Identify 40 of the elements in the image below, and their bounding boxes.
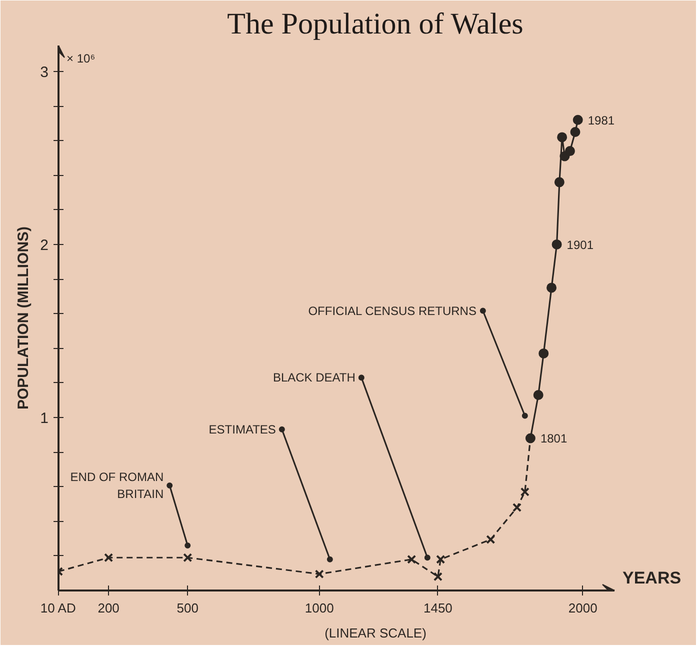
point [564,146,575,156]
y-tick-label: 1 [40,410,48,427]
annotation: OFFICIAL CENSUS RETURNS [308,304,476,318]
x-tick-label: 2000 [568,600,598,616]
point [554,177,564,188]
annotation: END OF ROMAN BRITAIN [70,470,164,501]
annotation: ESTIMATES [208,422,276,436]
point [546,282,557,293]
point [183,553,192,562]
y-axis-title: POPULATION (MILLIONS) [15,226,32,410]
point [538,348,549,358]
x-axis-title: YEARS [622,568,682,588]
chart-title: The Population of Wales [227,8,524,40]
annotation: × 10⁶ [66,52,96,66]
point [407,554,416,564]
point [486,534,496,544]
annotation: 1981 [588,113,615,128]
x-tick-label: 10 AD [40,600,76,616]
text: (LINEAR SCALE) [324,626,426,640]
point [104,553,114,562]
y-tick-label: 2 [40,236,48,254]
point [512,502,522,512]
annotation: BLACK DEATH [272,370,356,385]
point [433,572,442,582]
point [533,390,544,400]
x-tick-label: 200 [98,600,120,616]
point [436,554,446,564]
point [314,570,324,579]
y-tick-label: 3 [40,64,48,81]
x-tick-label: 1450 [423,600,452,616]
point [552,239,562,250]
point [520,487,530,496]
x-tick-label: 1000 [304,600,334,616]
annotation: 1801 [540,432,568,446]
point [572,114,583,125]
x-tick-label: 500 [176,600,198,616]
point [557,132,568,142]
point [570,127,580,137]
annotation: 1901 [566,238,594,252]
point [525,433,536,444]
